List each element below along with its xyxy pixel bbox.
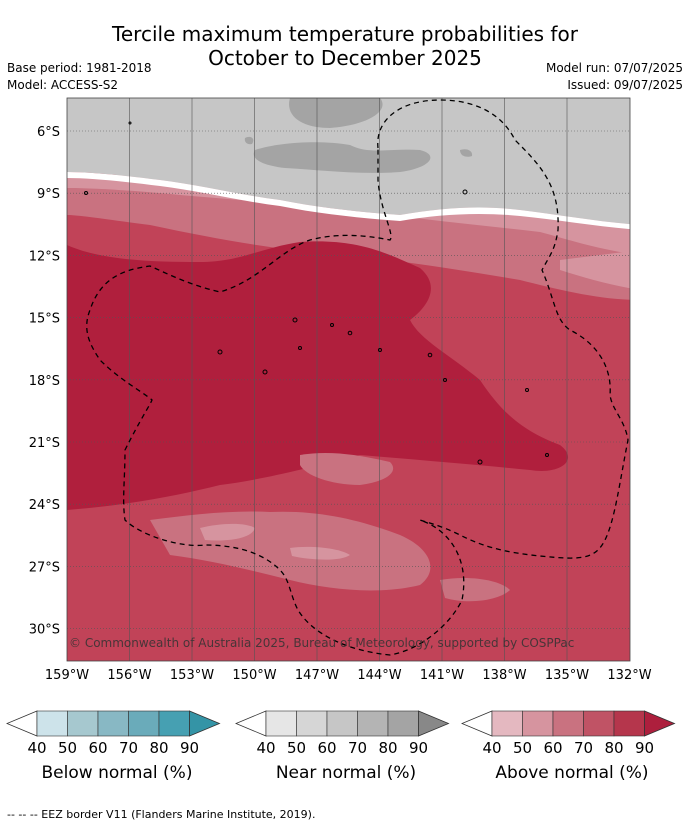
colorbar-segment [387, 710, 419, 737]
lat-label: 15°S [29, 312, 60, 327]
lon-label: 150°W [232, 668, 276, 683]
legend-ticks-below: 40 50 60 70 80 90 [6, 739, 228, 759]
near-dark-patch-3 [244, 136, 254, 145]
legend-label-below: Below normal (%) [41, 763, 193, 783]
base-period: Base period: 1981-2018 [7, 61, 152, 75]
legend-ticks-near: 40 50 60 70 80 90 [235, 739, 457, 759]
lon-label: 153°W [170, 668, 214, 683]
colorbar-segment [613, 710, 645, 737]
legend-tick: 40 [256, 739, 276, 757]
issued-date: Issued: 09/07/2025 [567, 78, 683, 92]
islands [84, 121, 549, 465]
legend-tick: 40 [27, 739, 47, 757]
lon-label: 147°W [295, 668, 339, 683]
legend-label-near: Near normal (%) [275, 763, 417, 783]
legend-tick: 90 [408, 739, 429, 757]
lat-label: 30°S [29, 623, 60, 638]
legend-tick: 40 [482, 739, 502, 757]
graticule [67, 98, 630, 661]
lat-label: 6°S [37, 125, 60, 140]
lon-label: 156°W [107, 668, 151, 683]
probability-map: © Commonwealth of Australia 2025, Bureau… [29, 97, 652, 683]
colorbar-max-arrow [644, 710, 676, 737]
colorbar-above [461, 710, 676, 737]
latitude-labels: 6°S 9°S 12°S 15°S 18°S 21°S 24°S 27°S 30°S [29, 125, 60, 638]
colorbar-segment [296, 710, 328, 737]
legend-below-normal: 40 50 60 70 80 90 Below normal (%) [6, 705, 228, 783]
meta-right: Model run: 07/07/2025 Issued: 09/07/2025 [546, 60, 683, 94]
legend-tick: 50 [512, 739, 533, 757]
legend-tick: 60 [88, 739, 108, 757]
near-dark-patch-1 [289, 98, 383, 128]
title-line-1: Tercile maximum temperature probabilitie… [112, 22, 578, 46]
above-70-patch-2 [300, 452, 394, 485]
colorbar-near [235, 710, 450, 737]
colorbar-segment [128, 710, 160, 737]
white-boundary [67, 172, 630, 230]
colorbar-max-arrow [189, 710, 221, 737]
legend-tick: 70 [573, 739, 594, 757]
model-name: Model: ACCESS-S2 [7, 78, 119, 92]
legend-tick: 80 [149, 739, 169, 757]
lon-label: 132°W [607, 668, 651, 683]
legend-tick: 90 [634, 739, 655, 757]
colorbar-segment [36, 710, 68, 737]
colorbar-segment [97, 710, 129, 737]
longitude-labels: 159°W 156°W 153°W 150°W 147°W 144°W 141°W 138°W… [45, 668, 652, 683]
colorbar-segment [67, 710, 99, 737]
legend-above-normal: 40 50 60 70 80 90 Above normal (%) [461, 705, 683, 783]
lat-label: 24°S [29, 498, 60, 513]
colorbar-min-arrow [6, 710, 38, 737]
colorbar-segment [158, 710, 190, 737]
near-dark-patch-2 [253, 142, 431, 173]
colorbar-segment [522, 710, 554, 737]
colorbar-segment [326, 710, 358, 737]
legend-tick: 50 [57, 739, 78, 757]
above-60-patch-2 [290, 546, 350, 560]
legend-tick: 70 [347, 739, 368, 757]
lon-label: 135°W [545, 668, 589, 683]
colorbar-segment [357, 710, 389, 737]
legend-tick: 60 [317, 739, 337, 757]
colorbar-segment [491, 710, 523, 737]
lat-label: 12°S [29, 249, 60, 264]
map-frame [66, 97, 631, 662]
colorbar-min-arrow [461, 710, 493, 737]
lon-label: 141°W [420, 668, 464, 683]
legend-label-above: Above normal (%) [495, 763, 649, 783]
eez-border [86, 99, 629, 656]
lat-label: 9°S [37, 187, 60, 202]
legend-near-normal: 40 50 60 70 80 90 Near normal (%) [235, 705, 457, 783]
colorbar-segment [583, 710, 615, 737]
lat-label: 18°S [29, 374, 60, 389]
lon-label: 138°W [482, 668, 526, 683]
colorbar-segment [265, 710, 297, 737]
meta-left: Base period: 1981-2018 Model: ACCESS-S2 [7, 60, 152, 94]
above-60-east [560, 251, 630, 289]
colorbar-min-arrow [235, 710, 267, 737]
above-60-patch [200, 523, 255, 541]
title-line-2: October to December 2025 [208, 46, 482, 70]
legend-tick: 50 [286, 739, 307, 757]
copyright-text: © Commonwealth of Australia 2025, Bureau… [69, 636, 574, 650]
colorbar-max-arrow [418, 710, 450, 737]
above-70-patch-3 [440, 578, 510, 602]
legend-ticks-above: 40 50 60 70 80 90 [461, 739, 683, 759]
colorbar-below [6, 710, 221, 737]
legend-tick: 60 [543, 739, 563, 757]
lon-label: 159°W [45, 668, 89, 683]
eez-footnote: -- -- -- EEZ border V11 (Flanders Marine… [7, 808, 316, 821]
lat-label: 21°S [29, 436, 60, 451]
legend-tick: 80 [604, 739, 624, 757]
lon-label: 144°W [357, 668, 401, 683]
legend-tick: 70 [118, 739, 139, 757]
colorbar-segment [552, 710, 584, 737]
map-title: Tercile maximum temperature probabilitie… [0, 22, 690, 70]
model-run: Model run: 07/07/2025 [545, 61, 683, 75]
legend-tick: 90 [179, 739, 200, 757]
map-fill [67, 98, 630, 661]
legend-tick: 80 [378, 739, 398, 757]
near-dark-patch-4 [460, 149, 473, 157]
lat-label: 27°S [29, 560, 60, 575]
